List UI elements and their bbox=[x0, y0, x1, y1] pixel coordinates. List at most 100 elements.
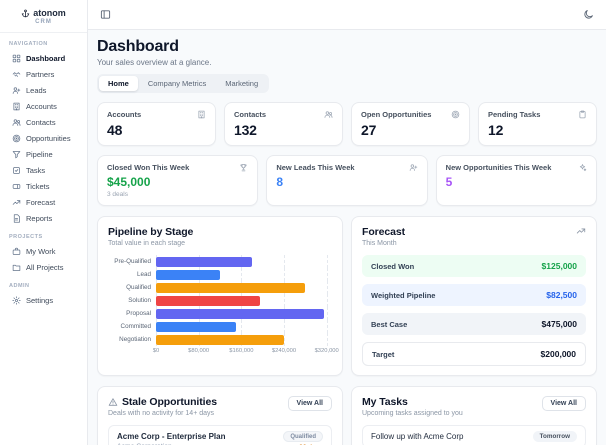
sidebar-item-label: My Work bbox=[26, 246, 56, 256]
partners-icon bbox=[12, 70, 21, 79]
sidebar-item-contacts[interactable]: Contacts bbox=[3, 114, 84, 130]
sidebar-item-settings[interactable]: Settings bbox=[3, 292, 84, 308]
sidebar-item-label: Tasks bbox=[26, 165, 46, 175]
chart-bar bbox=[156, 321, 236, 332]
chart-bar-row: Lead bbox=[108, 268, 332, 281]
weekly-card-sub bbox=[446, 191, 587, 198]
forecast-row-best-case: Best Case $475,000 bbox=[362, 313, 586, 335]
sidebar-item-label: Pipeline bbox=[26, 149, 53, 159]
task-due-badge: Tomorrow bbox=[532, 431, 577, 442]
theme-toggle-icon[interactable] bbox=[583, 9, 594, 20]
chart-bar bbox=[156, 256, 252, 267]
stat-card-top: Contacts bbox=[234, 110, 333, 119]
sidebar-item-label: Reports bbox=[26, 213, 53, 223]
stat-card-contacts: Contacts 132 bbox=[224, 102, 343, 146]
opportunity-company: Acme Corporation bbox=[117, 443, 225, 445]
chart-gridline bbox=[326, 307, 328, 320]
folder-icon bbox=[12, 263, 21, 272]
gear-icon bbox=[12, 295, 21, 305]
opportunity-name: Acme Corp - Enterprise Plan bbox=[117, 432, 226, 441]
chart-bar-track bbox=[156, 268, 332, 281]
clipboard-icon bbox=[578, 110, 587, 119]
sidebar-item-opportunities[interactable]: Opportunities bbox=[3, 130, 84, 146]
sidebar-item-dashboard[interactable]: Dashboard bbox=[3, 50, 84, 66]
tasks-view-all-button[interactable]: View All bbox=[541, 396, 586, 411]
sidebar-item-partners[interactable]: Partners bbox=[3, 66, 84, 82]
stale-title: Stale Opportunities bbox=[122, 396, 217, 408]
forecast-subtitle: This Month bbox=[362, 240, 397, 247]
forecast-row-label: Weighted Pipeline bbox=[371, 290, 436, 300]
forecast-title: Forecast bbox=[362, 226, 405, 238]
sidebar-item-reports[interactable]: Reports bbox=[3, 210, 84, 226]
sidebar-item-pipeline[interactable]: Pipeline bbox=[3, 146, 84, 162]
forecast-row-label: Closed Won bbox=[371, 261, 415, 271]
forecast-row-value: $200,000 bbox=[540, 349, 576, 359]
sidebar-item-label: Accounts bbox=[26, 101, 57, 111]
chart-x-tick-label: $80,000 bbox=[188, 348, 210, 354]
user-plus-icon bbox=[409, 163, 418, 172]
chart-bar bbox=[156, 295, 260, 306]
stage-badge: Qualified bbox=[283, 431, 323, 442]
stat-card-open-opportunities: Open Opportunities 27 bbox=[351, 102, 470, 146]
bottom-panels-row: Stale Opportunities Deals with no activi… bbox=[97, 386, 597, 445]
tab-bar: Home Company Metrics Marketing bbox=[97, 74, 270, 93]
weekly-cards-row: Closed Won This Week $45,000 3 deals New Le… bbox=[97, 155, 597, 206]
sidebar-item-tasks[interactable]: Tasks bbox=[3, 162, 84, 178]
chart-x-tick-label: $0 bbox=[152, 348, 160, 354]
weekly-card-value: $45,000 bbox=[107, 175, 151, 189]
tab-marketing[interactable]: Marketing bbox=[225, 79, 259, 88]
chart-category-label: Lead bbox=[136, 271, 151, 278]
pipeline-panel: Pipeline by Stage Total value in each st… bbox=[97, 216, 343, 376]
sidebar-item-accounts[interactable]: Accounts bbox=[3, 98, 84, 114]
panel-left-toggle-icon[interactable] bbox=[100, 9, 111, 20]
chart-x-tick-label: $320,000 bbox=[314, 348, 339, 354]
stat-value: 12 bbox=[488, 122, 504, 138]
pipeline-subtitle: Total value in each stage bbox=[108, 240, 186, 247]
chart-bar-row: Solution bbox=[108, 294, 332, 307]
pipeline-title: Pipeline by Stage bbox=[108, 226, 194, 238]
stat-card-top: Accounts bbox=[107, 110, 206, 119]
sidebar-item-label: Leads bbox=[26, 85, 47, 95]
sidebar-item-tickets[interactable]: Tickets bbox=[3, 178, 84, 194]
chart-category-label: Negotiation bbox=[119, 336, 151, 343]
chart-gridline bbox=[241, 268, 243, 281]
chart-gridline bbox=[326, 255, 328, 268]
chart-gridline bbox=[284, 320, 285, 333]
page-subtitle: Your sales overview at a glance. bbox=[97, 58, 212, 67]
dashboard-icon bbox=[12, 54, 21, 63]
funnel-icon bbox=[12, 150, 21, 159]
chart-bar bbox=[156, 334, 284, 345]
sidebar-item-all-projects[interactable]: All Projects bbox=[3, 259, 84, 275]
weekly-card-closed-won-this-week: Closed Won This Week $45,000 3 deals bbox=[97, 155, 259, 206]
chart-x-tick-label: $240,000 bbox=[271, 348, 297, 354]
nav-section-label: Projects bbox=[9, 234, 43, 240]
weekly-card-top: Closed Won This Week bbox=[107, 163, 248, 172]
stale-opportunity-row[interactable]: Acme Corp - Enterprise Plan Acme Corporat… bbox=[108, 425, 332, 445]
tab-company-metrics[interactable]: Company Metrics bbox=[147, 79, 207, 88]
weekly-card-top: New Opportunities This Week bbox=[446, 163, 587, 172]
chart-gridline bbox=[326, 320, 328, 333]
sidebar-item-label: Dashboard bbox=[26, 53, 66, 63]
chart-bar bbox=[156, 308, 324, 319]
sidebar-item-label: Settings bbox=[26, 295, 54, 305]
chart-gridline bbox=[326, 294, 328, 307]
sidebar-item-my-work[interactable]: My Work bbox=[3, 243, 84, 259]
stale-view-all-button[interactable]: View All bbox=[287, 396, 332, 411]
target-icon bbox=[451, 110, 460, 119]
task-name: Follow up with Acme Corp bbox=[371, 432, 464, 441]
sidebar-item-leads[interactable]: Leads bbox=[3, 82, 84, 98]
weekly-card-value: 5 bbox=[445, 175, 453, 189]
sidebar-item-forecast[interactable]: Forecast bbox=[3, 194, 84, 210]
chart-bar-track bbox=[156, 333, 332, 346]
middle-panels-row: Pipeline by Stage Total value in each st… bbox=[97, 216, 597, 376]
chart-bar-row: Qualified bbox=[108, 281, 332, 294]
users-icon bbox=[12, 118, 21, 127]
weekly-card-new-opportunities-this-week: New Opportunities This Week 5 bbox=[435, 155, 597, 206]
trending-up-icon bbox=[576, 226, 586, 236]
weekly-card-label: New Opportunities This Week bbox=[445, 163, 552, 172]
users-icon bbox=[324, 110, 333, 119]
weekly-card-label: New Leads This Week bbox=[276, 163, 355, 172]
brand-subtitle: CRM bbox=[35, 19, 52, 25]
task-row[interactable]: Follow up with Acme Corp Tomorrow bbox=[362, 425, 586, 445]
tab-home[interactable]: Home bbox=[99, 76, 138, 91]
